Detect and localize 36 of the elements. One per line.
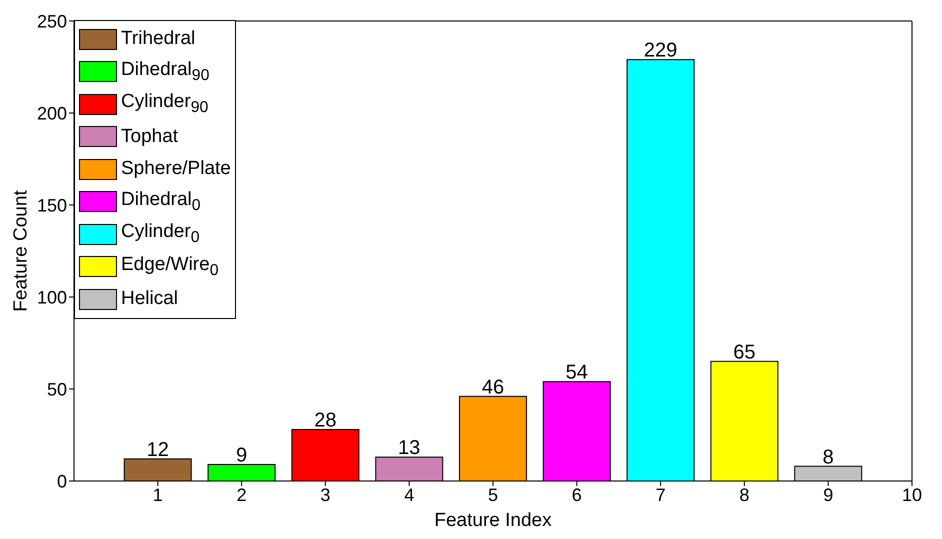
legend-label: Edge/Wire$_{0}$ <box>121 254 219 280</box>
y-axis-title: Feature Count <box>10 190 32 312</box>
y-tick-label: 50 <box>46 379 67 400</box>
x-tick-label: 5 <box>488 484 498 505</box>
legend-label: Trihedral <box>121 28 196 50</box>
x-tick-label: 6 <box>572 484 582 505</box>
x-tick-label: 7 <box>656 484 666 505</box>
legend-label: Dihedral$_{90}$ <box>121 58 210 85</box>
data-label: 46 <box>482 376 504 398</box>
legend-label: Cylinder$_{0}$ <box>121 221 200 248</box>
data-label: 9 <box>236 444 248 466</box>
y-tick-label: 250 <box>36 11 67 32</box>
data-label: 12 <box>146 438 169 461</box>
data-label: 28 <box>314 409 337 432</box>
data-label: 65 <box>733 341 756 364</box>
data-label: 229 <box>644 40 678 62</box>
x-tick-label: 8 <box>739 484 750 505</box>
legend-label: Cylinder$_{90}$ <box>121 91 208 118</box>
legend-label: Tophat <box>121 126 178 148</box>
data-label: 8 <box>822 446 834 468</box>
x-tick-label: 4 <box>404 484 414 505</box>
x-axis-title: Feature Index <box>434 510 552 531</box>
y-tick-label: 100 <box>36 287 67 308</box>
x-tick-label: 2 <box>236 484 247 505</box>
x-tick-label: 9 <box>823 484 834 505</box>
legend-label: Dihedral$_{0}$ <box>121 188 201 215</box>
legend-label: Sphere/Plate <box>121 158 231 180</box>
y-tick-label: 150 <box>36 195 67 216</box>
data-label: 13 <box>398 437 420 460</box>
data-label: 54 <box>566 362 588 384</box>
x-tick-label: 10 <box>902 484 922 505</box>
x-tick-label: 3 <box>320 484 330 505</box>
y-tick-label: 200 <box>36 103 67 124</box>
y-tick-label: 0 <box>56 471 67 492</box>
x-tick-label: 1 <box>152 484 163 505</box>
legend-label: Helical <box>121 288 178 310</box>
